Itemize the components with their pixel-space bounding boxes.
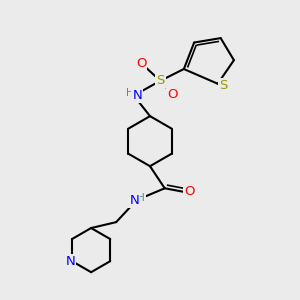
Text: N: N bbox=[130, 194, 139, 207]
Text: H: H bbox=[125, 88, 133, 98]
Text: S: S bbox=[156, 74, 164, 87]
Text: O: O bbox=[184, 185, 195, 198]
Text: S: S bbox=[219, 79, 227, 92]
Text: N: N bbox=[133, 89, 142, 102]
Text: N: N bbox=[66, 255, 75, 268]
Text: O: O bbox=[167, 88, 177, 100]
Text: O: O bbox=[136, 57, 146, 70]
Text: H: H bbox=[137, 193, 145, 203]
